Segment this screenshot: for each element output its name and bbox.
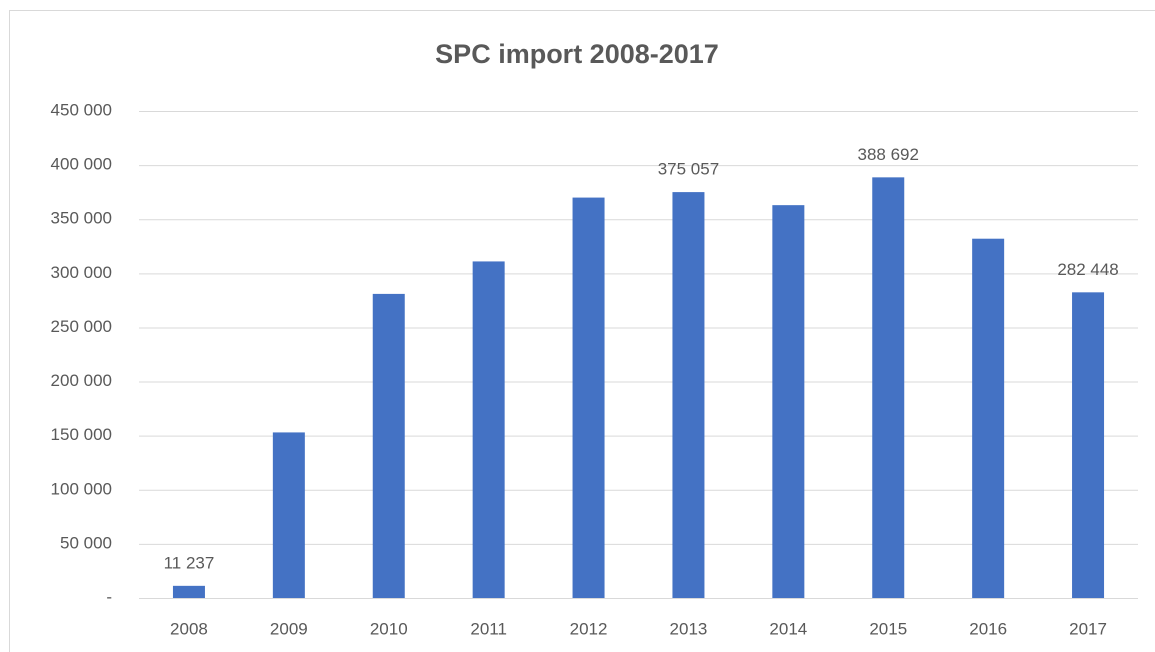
bar <box>472 261 505 598</box>
y-tick-label: 250 000 <box>51 317 112 336</box>
bar <box>372 293 405 598</box>
x-tick-label: 2015 <box>869 619 907 638</box>
data-label: 375 057 <box>658 160 719 179</box>
bar <box>872 177 905 598</box>
y-tick-label: 300 000 <box>51 263 112 282</box>
data-label: 282 448 <box>1057 260 1118 279</box>
x-tick-label: 2008 <box>170 619 208 638</box>
y-tick-label: - <box>106 587 112 606</box>
x-tick-label: 2016 <box>969 619 1007 638</box>
x-tick-label: 2009 <box>270 619 308 638</box>
x-tick-label: 2013 <box>670 619 708 638</box>
x-tick-label: 2010 <box>370 619 408 638</box>
y-tick-label: 200 000 <box>51 371 112 390</box>
x-tick-label: 2014 <box>769 619 807 638</box>
x-tick-label: 2017 <box>1069 619 1107 638</box>
bar <box>272 432 305 598</box>
data-label: 11 237 <box>164 553 215 572</box>
bar <box>972 238 1005 599</box>
y-tick-label: 450 000 <box>51 100 112 119</box>
y-tick-label: 100 000 <box>51 479 112 498</box>
x-tick-label: 2011 <box>470 619 507 638</box>
data-label: 388 692 <box>858 145 919 164</box>
bar <box>172 585 205 598</box>
bar <box>1072 292 1105 598</box>
chart-border <box>9 10 1155 652</box>
x-tick-label: 2012 <box>570 619 608 638</box>
y-tick-label: 150 000 <box>51 425 112 444</box>
y-tick-label: 400 000 <box>51 155 112 174</box>
y-tick-label: 350 000 <box>51 209 112 228</box>
bar <box>572 197 605 599</box>
bar <box>772 205 805 599</box>
bar <box>672 192 705 598</box>
chart-title: SPC import 2008-2017 <box>435 39 719 69</box>
y-tick-label: 50 000 <box>60 533 112 552</box>
